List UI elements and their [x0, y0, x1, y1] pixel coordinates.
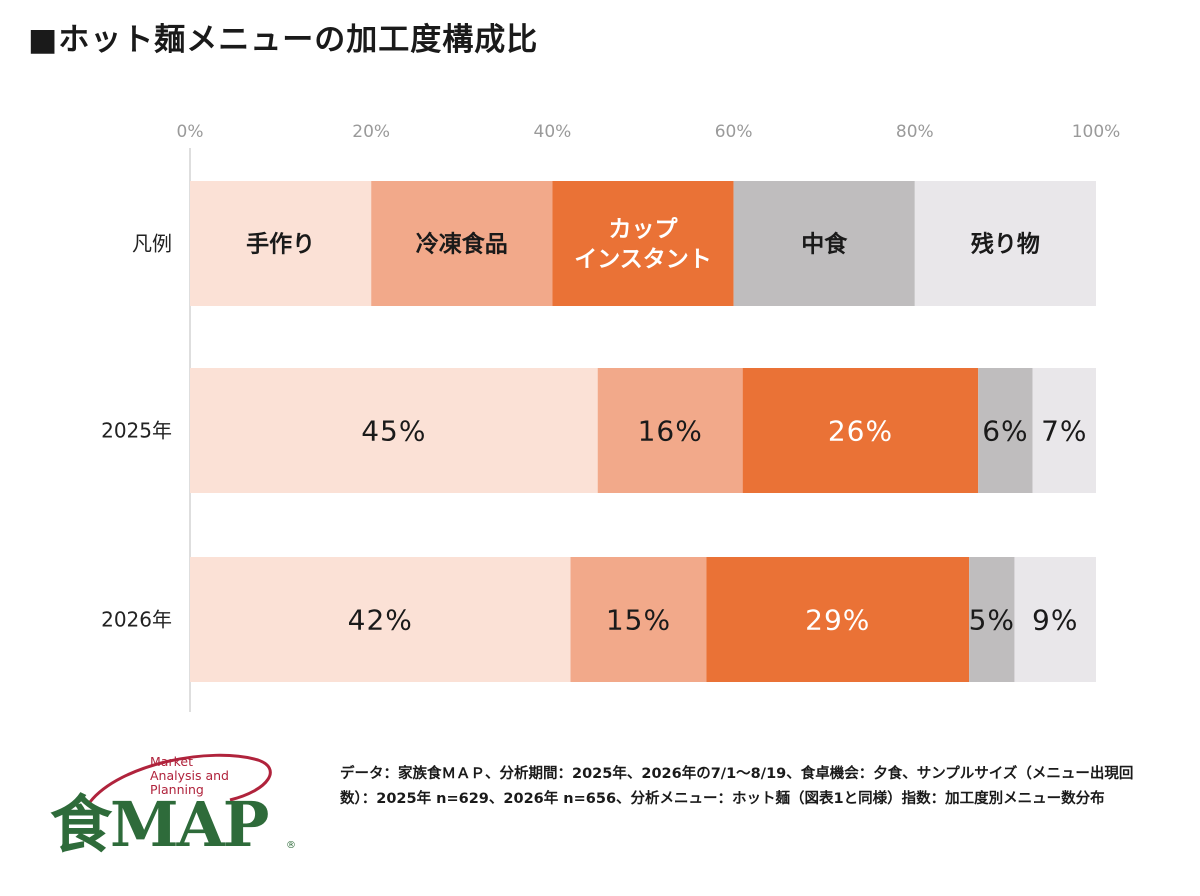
legend-label-leftovers: 残り物 — [971, 231, 1040, 258]
x-axis-ticks: 0% 20% 40% 60% 80% 100% — [177, 122, 1121, 142]
bar-segment-nakashoku — [969, 557, 1015, 682]
legend-label-instant: インスタント — [574, 247, 712, 273]
logo-mark: 食MAP — [50, 788, 269, 860]
legend-row-label: 凡例 — [132, 232, 172, 256]
value-label-nakashoku: 5% — [969, 604, 1015, 637]
bar-segment-handmade — [190, 557, 571, 682]
legend-swatch-instant — [552, 181, 734, 306]
x-tick-label: 100% — [1072, 122, 1121, 142]
bar-segment-nakashoku — [978, 368, 1033, 493]
page-title: ■ホット麺メニューの加工度構成比 — [28, 22, 539, 58]
logo-tagline-2: Analysis and — [150, 768, 229, 783]
bar-segment-handmade — [190, 368, 598, 493]
legend-swatch-handmade — [190, 181, 372, 306]
legend-label-nakashoku: 中食 — [801, 231, 848, 258]
legend-label-instant: カップ — [609, 217, 679, 243]
bar-segment-leftovers — [1014, 557, 1096, 682]
row-label: 2025年 — [101, 419, 172, 443]
logo-tagline-3: Planning — [150, 782, 204, 797]
value-label-frozen: 16% — [638, 415, 703, 448]
logo-registered: ® — [286, 840, 296, 851]
row-label: 2026年 — [101, 608, 172, 632]
source-note: データ：家族食ＭＡＰ、分析期間：2025年、2026年の7/1～8/19、食卓機… — [340, 766, 1134, 807]
x-tick-label: 60% — [715, 122, 753, 142]
bar-segment-leftovers — [1032, 368, 1096, 493]
bar-segment-instant — [706, 557, 970, 682]
legend-swatch-nakashoku — [733, 181, 915, 306]
x-tick-label: 20% — [352, 122, 390, 142]
value-label-leftovers: 7% — [1041, 415, 1087, 448]
legend-swatch-frozen — [371, 181, 553, 306]
logo-swoosh — [88, 753, 272, 803]
shokumap-logo: Market Analysis and Planning 食MAP ® — [50, 753, 296, 860]
value-label-leftovers: 9% — [1032, 604, 1078, 637]
logo-tagline-1: Market — [150, 754, 193, 769]
value-label-frozen: 15% — [606, 604, 671, 637]
legend-label-frozen: 冷凍食品 — [416, 231, 508, 258]
x-tick-label: 80% — [896, 122, 934, 142]
bar-segment-frozen — [570, 557, 707, 682]
value-label-handmade: 42% — [348, 604, 413, 637]
bar-segment-instant — [742, 368, 979, 493]
value-label-instant: 29% — [805, 604, 870, 637]
value-label-instant: 26% — [828, 415, 893, 448]
bar-segment-frozen — [597, 368, 743, 493]
legend-label-handmade: 手作り — [246, 232, 315, 258]
bar-rows: 2025年 45% 16% 26% 6% 7% 2026年 42% 15% 29% 5% 9% — [101, 368, 1096, 682]
legend-swatch-leftovers — [914, 181, 1096, 306]
value-label-nakashoku: 6% — [982, 415, 1028, 448]
x-tick-label: 0% — [177, 122, 204, 142]
value-label-handmade: 45% — [361, 415, 426, 448]
x-tick-label: 40% — [534, 122, 572, 142]
